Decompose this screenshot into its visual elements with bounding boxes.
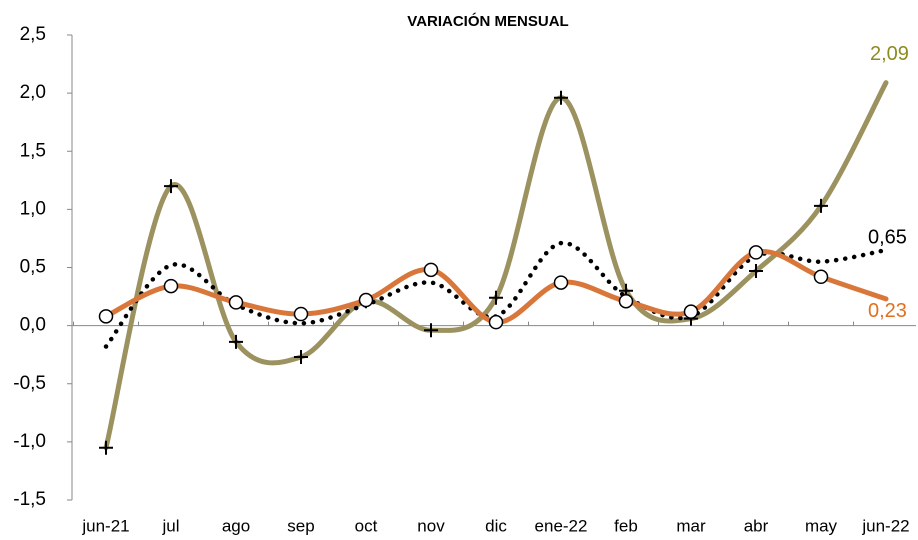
x-tick-label: jun-21	[81, 516, 129, 535]
plus-marker	[229, 334, 243, 349]
y-tick-label: 0,0	[20, 315, 46, 336]
circle-marker	[553, 275, 569, 290]
value-label: 0,65	[868, 226, 907, 248]
x-tick-label: may	[805, 516, 838, 535]
x-tick-label: ene-22	[535, 516, 588, 535]
value-label: 2,09	[870, 43, 909, 65]
circle-marker	[163, 278, 179, 294]
x-tick-label: abr	[744, 516, 769, 535]
series-line	[103, 80, 889, 451]
y-tick-label: 1,5	[20, 140, 46, 161]
x-tick-label: jun-22	[861, 516, 909, 535]
circle-marker	[488, 314, 504, 330]
x-tick-label: nov	[417, 516, 445, 535]
x-tick-label: oct	[355, 516, 378, 535]
circle-marker	[423, 262, 439, 278]
plus-marker	[424, 323, 438, 338]
x-tick-label: ago	[222, 516, 250, 535]
plus-marker	[294, 350, 308, 365]
circle-marker	[748, 245, 764, 260]
y-tick-label: -0,5	[13, 373, 46, 394]
circle-marker	[813, 269, 829, 285]
y-tick-label: 1,0	[20, 198, 46, 219]
circle-marker	[618, 293, 634, 309]
y-tick-label: 2,0	[20, 82, 46, 103]
y-tick-label: -1,5	[13, 489, 46, 510]
plus-marker	[749, 263, 763, 278]
y-tick-label: -1,0	[13, 431, 46, 452]
plus-marker	[814, 198, 828, 213]
y-tick-label: 2,5	[20, 24, 46, 45]
plus-marker	[164, 179, 178, 194]
circle-marker	[98, 309, 114, 324]
circle-marker	[358, 292, 374, 308]
x-tick-label: sep	[287, 516, 314, 535]
circle-marker	[293, 306, 309, 322]
value-label: 0,23	[868, 300, 907, 322]
x-tick-label: jul	[161, 516, 179, 535]
x-tick-label: mar	[676, 516, 706, 535]
x-tick-label: dic	[485, 516, 507, 535]
x-tick-label: feb	[614, 516, 638, 535]
y-tick-label: 0,5	[20, 257, 46, 278]
chart-title: VARIACIÓN MENSUAL	[407, 12, 568, 30]
plus-marker	[99, 440, 113, 455]
circle-marker	[683, 304, 699, 319]
circle-marker	[228, 295, 244, 310]
plus-marker	[489, 290, 503, 305]
plus-marker	[554, 90, 568, 105]
